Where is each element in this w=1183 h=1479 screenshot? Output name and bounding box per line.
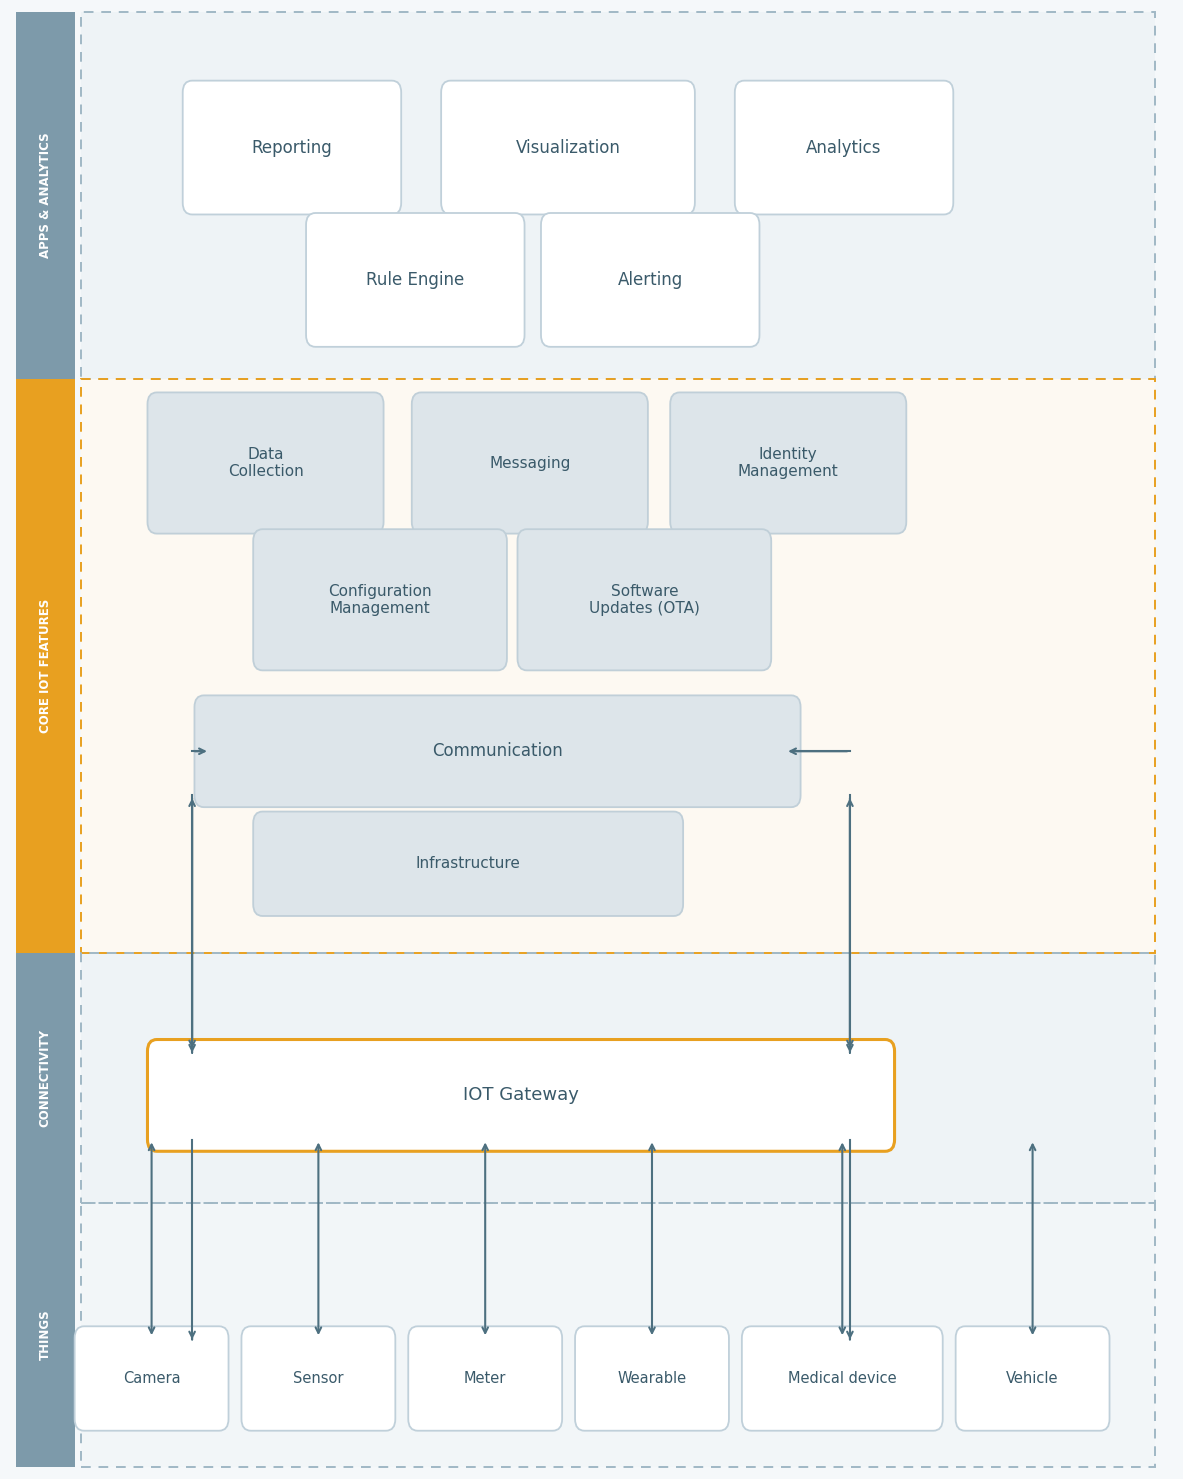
Text: Messaging: Messaging bbox=[489, 456, 570, 470]
FancyBboxPatch shape bbox=[253, 812, 683, 916]
Text: Reporting: Reporting bbox=[252, 139, 332, 157]
FancyBboxPatch shape bbox=[241, 1327, 395, 1430]
FancyBboxPatch shape bbox=[517, 529, 771, 670]
FancyBboxPatch shape bbox=[306, 213, 524, 348]
FancyBboxPatch shape bbox=[253, 529, 508, 670]
FancyBboxPatch shape bbox=[408, 1327, 562, 1430]
Text: CORE IOT FEATURES: CORE IOT FEATURES bbox=[39, 599, 52, 734]
Bar bbox=[80, 1202, 1156, 1467]
Bar bbox=[15, 1202, 75, 1467]
Text: Camera: Camera bbox=[123, 1371, 180, 1386]
FancyBboxPatch shape bbox=[742, 1327, 943, 1430]
FancyBboxPatch shape bbox=[671, 392, 906, 534]
FancyBboxPatch shape bbox=[575, 1327, 729, 1430]
Bar bbox=[80, 379, 1156, 952]
Bar bbox=[15, 379, 75, 952]
FancyBboxPatch shape bbox=[148, 392, 383, 534]
Bar bbox=[80, 1202, 1156, 1467]
Text: Identity
Management: Identity Management bbox=[738, 447, 839, 479]
Bar bbox=[80, 952, 1156, 1202]
Text: Configuration
Management: Configuration Management bbox=[328, 584, 432, 615]
Bar bbox=[80, 12, 1156, 379]
Text: Visualization: Visualization bbox=[516, 139, 620, 157]
Bar bbox=[80, 379, 1156, 952]
Text: Sensor: Sensor bbox=[293, 1371, 343, 1386]
Text: Communication: Communication bbox=[432, 742, 563, 760]
Text: IOT Gateway: IOT Gateway bbox=[463, 1087, 578, 1105]
Text: Software
Updates (OTA): Software Updates (OTA) bbox=[589, 584, 700, 615]
Text: Wearable: Wearable bbox=[618, 1371, 686, 1386]
FancyBboxPatch shape bbox=[956, 1327, 1110, 1430]
FancyBboxPatch shape bbox=[735, 81, 953, 214]
Bar bbox=[15, 952, 75, 1202]
Text: Analytics: Analytics bbox=[807, 139, 881, 157]
Bar bbox=[80, 952, 1156, 1202]
Text: Vehicle: Vehicle bbox=[1007, 1371, 1059, 1386]
Text: Meter: Meter bbox=[464, 1371, 506, 1386]
FancyBboxPatch shape bbox=[75, 1327, 228, 1430]
FancyBboxPatch shape bbox=[412, 392, 648, 534]
Text: THINGS: THINGS bbox=[39, 1310, 52, 1361]
Text: Rule Engine: Rule Engine bbox=[367, 271, 465, 288]
Text: APPS & ANALYTICS: APPS & ANALYTICS bbox=[39, 133, 52, 259]
FancyBboxPatch shape bbox=[182, 81, 401, 214]
Text: Infrastructure: Infrastructure bbox=[415, 856, 521, 871]
FancyBboxPatch shape bbox=[541, 213, 759, 348]
FancyBboxPatch shape bbox=[194, 695, 801, 808]
Text: CONNECTIVITY: CONNECTIVITY bbox=[39, 1029, 52, 1127]
Text: Medical device: Medical device bbox=[788, 1371, 897, 1386]
FancyBboxPatch shape bbox=[441, 81, 694, 214]
Text: Alerting: Alerting bbox=[618, 271, 683, 288]
Bar bbox=[80, 12, 1156, 379]
Bar bbox=[15, 12, 75, 379]
Text: Data
Collection: Data Collection bbox=[227, 447, 303, 479]
FancyBboxPatch shape bbox=[148, 1040, 894, 1151]
